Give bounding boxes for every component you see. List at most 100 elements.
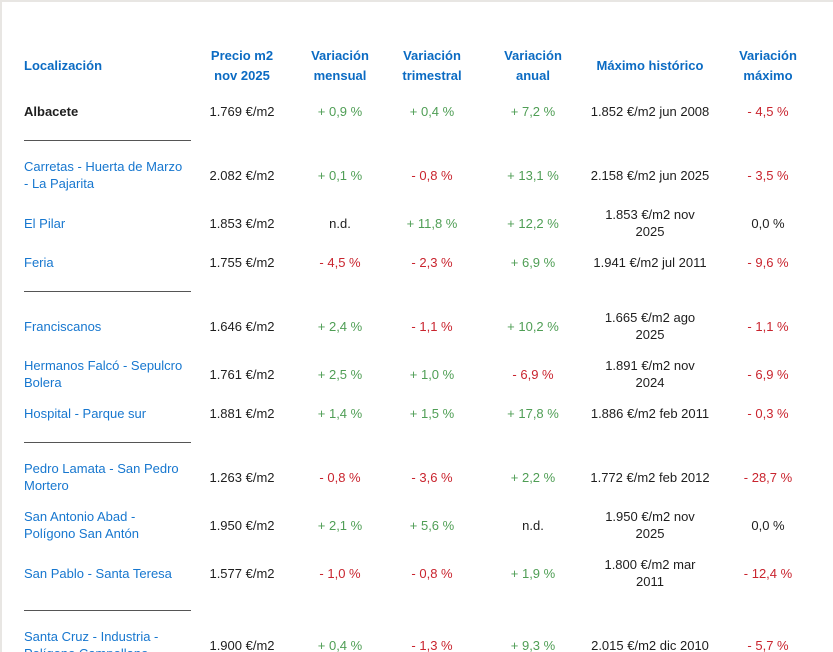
table-row: Albacete 1.769 €/m2 + 0,9 % + 0,4 % + 7,2 % 1… <box>2 96 833 127</box>
location-cell: Santa Cruz - Industria - Polígono Campol… <box>2 628 192 652</box>
monthly-variation-cell: - 0,8 % <box>319 469 361 485</box>
price-cell: 1.769 €/m2 <box>209 104 275 119</box>
table-row: Santa Cruz - Industria - Polígono Campol… <box>2 621 833 652</box>
location-link[interactable]: San Pablo - Santa Teresa <box>24 565 172 581</box>
table-row: San Pablo - Santa Teresa 1.577 €/m2 - 1,0 … <box>2 549 833 597</box>
max-variation-cell: 0,0 % <box>751 215 785 231</box>
column-header-label: Variación <box>403 48 461 63</box>
table-row: San Antonio Abad - Polígono San Antón 1.9… <box>2 501 833 549</box>
location-link[interactable]: Hermanos Falcó - Sepulcro Bolera <box>24 358 183 390</box>
max-variation-cell: - 12,4 % <box>743 565 793 581</box>
max-variation-cell: - 5,7 % <box>747 637 789 652</box>
location-cell: Pedro Lamata - San Pedro Mortero <box>2 460 192 494</box>
table-row: Pedro Lamata - San Pedro Mortero 1.263 €/… <box>2 453 833 501</box>
annual-variation-cell: + 10,2 % <box>507 318 559 334</box>
location-link[interactable]: Feria <box>24 255 54 270</box>
group-separator <box>24 291 191 292</box>
location-cell: Carretas - Huerta de Marzo - La Pajarita <box>2 158 192 192</box>
quarterly-variation-cell: - 0,8 % <box>411 167 453 183</box>
location-link[interactable]: Santa Cruz - Industria - Polígono Campol… <box>24 629 159 652</box>
group-separator <box>24 442 191 443</box>
column-header-label: Variación <box>739 48 797 63</box>
max-variation-cell: 0,0 % <box>751 517 785 533</box>
annual-variation-cell: + 17,8 % <box>507 406 559 421</box>
price-cell: 1.755 €/m2 <box>209 255 275 270</box>
column-header-label: Máximo histórico <box>596 58 704 73</box>
group-separator <box>24 140 191 141</box>
annual-variation-cell: + 7,2 % <box>510 104 556 119</box>
location-link[interactable]: San Antonio Abad - Polígono San Antón <box>24 509 139 541</box>
location-cell: San Pablo - Santa Teresa <box>2 565 192 582</box>
monthly-variation-cell: + 0,1 % <box>317 167 363 183</box>
location-cell: Hospital - Parque sur <box>2 405 192 422</box>
price-cell: 1.263 €/m2 <box>209 469 275 485</box>
price-cell: 1.950 €/m2 <box>209 517 275 533</box>
quarterly-variation-cell: + 11,8 % <box>406 215 458 231</box>
column-header-label: Variación <box>504 48 562 63</box>
quarterly-variation-cell: + 5,6 % <box>409 517 455 533</box>
quarterly-variation-cell: - 1,1 % <box>411 318 453 334</box>
monthly-variation-cell: - 4,5 % <box>319 255 361 270</box>
price-cell: 1.646 €/m2 <box>209 318 275 334</box>
annual-variation-cell: + 12,2 % <box>507 215 559 231</box>
annual-variation-cell: - 6,9 % <box>512 366 554 382</box>
monthly-variation-cell: + 0,4 % <box>317 637 363 652</box>
location-cell: Albacete <box>2 103 192 120</box>
price-cell: 1.900 €/m2 <box>209 637 275 652</box>
annual-variation-cell: + 6,9 % <box>510 255 556 270</box>
table-row: Franciscanos 1.646 €/m2 + 2,4 % - 1,1 % + 10… <box>2 302 833 350</box>
quarterly-variation-cell: + 1,0 % <box>409 366 455 382</box>
column-header-label: nov 2025 <box>214 68 270 83</box>
historic-max-cell: 1.941 €/m2 jul 2011 <box>593 255 707 270</box>
column-header-max-variation: Variación máximo <box>710 46 826 86</box>
quarterly-variation-cell: - 2,3 % <box>411 255 453 270</box>
historic-max-cell: 1.891 €/m2 nov 2024 <box>605 358 695 390</box>
table-header-row: Localización Precio m2 nov 2025 Variació… <box>2 46 833 86</box>
location-link[interactable]: Franciscanos <box>24 318 102 334</box>
column-header-historic-max: Máximo histórico <box>590 56 710 76</box>
column-header-label: mensual <box>313 68 367 83</box>
location-link[interactable]: El Pilar <box>24 215 66 231</box>
location-cell: El Pilar <box>2 215 192 232</box>
max-variation-cell: - 4,5 % <box>747 104 789 119</box>
max-variation-cell: - 6,9 % <box>747 366 789 382</box>
max-variation-cell: - 3,5 % <box>747 167 789 183</box>
table-row: Hospital - Parque sur 1.881 €/m2 + 1,4 % + … <box>2 398 833 429</box>
group-separator <box>24 610 191 611</box>
column-header-label: anual <box>516 68 550 83</box>
column-header-annual-variation: Variación anual <box>476 46 590 86</box>
annual-variation-cell: n.d. <box>522 517 544 533</box>
city-label: Albacete <box>24 104 79 119</box>
table-row: Feria 1.755 €/m2 - 4,5 % - 2,3 % + 6,9 % 1.94… <box>2 247 833 278</box>
annual-variation-cell: + 13,1 % <box>507 167 559 183</box>
column-header-label: trimestral <box>402 68 462 83</box>
location-link[interactable]: Carretas - Huerta de Marzo - La Pajarita <box>24 159 183 191</box>
historic-max-cell: 1.853 €/m2 nov 2025 <box>605 207 695 239</box>
column-header-price: Precio m2 nov 2025 <box>192 46 292 86</box>
max-variation-cell: - 1,1 % <box>747 318 789 334</box>
historic-max-cell: 1.852 €/m2 jun 2008 <box>590 104 710 119</box>
annual-variation-cell: + 2,2 % <box>510 469 556 485</box>
annual-variation-cell: + 1,9 % <box>510 565 556 581</box>
historic-max-cell: 1.950 €/m2 nov 2025 <box>605 509 695 541</box>
table-body: Albacete 1.769 €/m2 + 0,9 % + 0,4 % + 7,2 % 1… <box>2 96 833 652</box>
price-cell: 1.853 €/m2 <box>209 215 275 231</box>
location-link[interactable]: Pedro Lamata - San Pedro Mortero <box>24 461 179 493</box>
monthly-variation-cell: - 1,0 % <box>319 565 361 581</box>
quarterly-variation-cell: - 1,3 % <box>411 637 453 652</box>
location-cell: Hermanos Falcó - Sepulcro Bolera <box>2 357 192 391</box>
price-cell: 1.761 €/m2 <box>209 366 275 382</box>
location-link[interactable]: Hospital - Parque sur <box>24 406 147 421</box>
historic-max-cell: 2.158 €/m2 jun 2025 <box>590 167 710 183</box>
monthly-variation-cell: + 0,9 % <box>317 104 363 119</box>
monthly-variation-cell: + 2,4 % <box>317 318 363 334</box>
max-variation-cell: - 9,6 % <box>747 255 789 270</box>
price-cell: 1.881 €/m2 <box>209 406 275 421</box>
quarterly-variation-cell: + 1,5 % <box>409 406 455 421</box>
max-variation-cell: - 28,7 % <box>743 469 793 485</box>
monthly-variation-cell: n.d. <box>329 215 351 231</box>
historic-max-cell: 1.800 €/m2 mar 2011 <box>604 557 696 589</box>
column-header-label: Precio m2 <box>210 48 274 63</box>
column-header-quarterly-variation: Variación trimestral <box>388 46 476 86</box>
